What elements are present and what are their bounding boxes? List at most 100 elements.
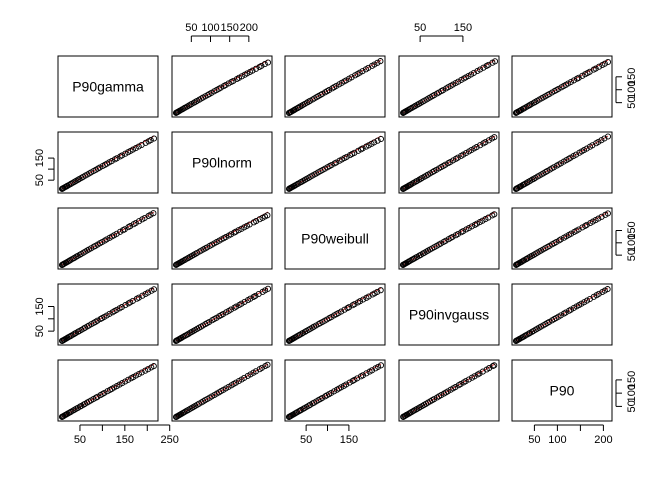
data-point-r2-c0 — [113, 230, 120, 237]
data-point-r2-c1 — [222, 234, 229, 241]
data-point-r0-c3 — [491, 58, 499, 65]
data-point-r4-c3 — [452, 384, 459, 391]
data-point-r3-c1 — [252, 292, 259, 299]
data-point-r1-c3 — [485, 137, 492, 144]
diagonal-label-p90lnorm: P90lnorm — [192, 155, 252, 171]
bottom-axis-tick-label-c2: 50 — [300, 434, 312, 446]
data-point-r4-c3 — [412, 406, 419, 413]
data-point-r0-c4 — [567, 78, 574, 86]
data-point-r2-c3 — [491, 211, 498, 218]
data-point-r1-c2 — [359, 145, 366, 152]
data-point-r4-c0 — [138, 369, 145, 376]
data-point-r3-c1 — [262, 287, 269, 294]
data-point-r1-c0 — [129, 146, 136, 153]
data-point-r1-c0 — [75, 176, 82, 183]
data-point-r3-c2 — [377, 287, 384, 294]
bottom-axis-tick-label-c4: 100 — [548, 434, 566, 446]
data-point-r3-c4 — [557, 312, 564, 319]
data-point-r0-c1 — [252, 65, 260, 72]
panel-frame-r1-c4 — [511, 131, 613, 194]
data-point-r0-c1 — [249, 67, 256, 74]
data-point-r4-c3 — [415, 404, 423, 411]
data-point-r4-c3 — [476, 370, 483, 377]
data-point-r1-c0 — [113, 155, 120, 162]
left-axis-tick-label-r1: 50 — [34, 174, 46, 186]
data-point-r4-c0 — [144, 366, 152, 373]
data-point-r0-c3 — [439, 87, 447, 94]
data-point-r3-c1 — [227, 306, 234, 313]
data-point-r4-c0 — [150, 363, 157, 370]
data-point-r1-c3 — [477, 142, 484, 149]
data-point-r3-c2 — [341, 306, 348, 313]
data-point-r3-c2 — [360, 296, 367, 303]
data-point-r3-c0 — [122, 302, 129, 309]
data-point-r0-c1 — [230, 77, 237, 84]
data-point-r0-c2 — [374, 59, 381, 66]
data-point-r4-c0 — [119, 380, 126, 387]
data-point-r1-c2 — [328, 161, 335, 169]
data-point-r4-c1 — [264, 361, 271, 368]
panel-frame-r2-c3 — [398, 207, 500, 270]
panel-frame-r2-c0 — [57, 207, 159, 270]
panel-frame-r4-c0 — [57, 359, 159, 422]
diagonal-label-p90: P90 — [550, 383, 575, 399]
data-point-r0-c2 — [348, 74, 355, 81]
data-point-r4-c1 — [258, 364, 265, 371]
data-point-r2-c4 — [582, 222, 589, 229]
data-point-r0-c4 — [555, 85, 562, 92]
right-axis-tick-label-r0: 50 — [626, 97, 638, 109]
data-point-r4-c2 — [375, 363, 382, 370]
diagonal-label-p90weibull: P90weibull — [301, 231, 369, 247]
panel-frame-r3-c4 — [511, 283, 613, 346]
data-point-r3-c0 — [150, 286, 158, 293]
panel-frame-r4-c4 — [511, 359, 613, 422]
data-point-r3-c1 — [220, 310, 227, 318]
data-point-r2-c0 — [103, 236, 110, 243]
data-point-r0-c4 — [601, 60, 608, 67]
data-point-r2-c1 — [253, 218, 260, 225]
bottom-axis-tick-label-c4: 200 — [594, 434, 612, 446]
data-point-r4-c1 — [189, 404, 196, 411]
data-point-r1-c3 — [491, 134, 498, 141]
data-point-r1-c0 — [132, 145, 139, 152]
data-point-r4-c3 — [465, 376, 472, 383]
data-point-r3-c4 — [604, 286, 611, 293]
data-point-r2-c3 — [449, 233, 456, 240]
panel-frame-r0-c4 — [511, 55, 613, 118]
panel-frame-r0-c2 — [284, 55, 386, 118]
data-point-r2-c1 — [264, 212, 271, 219]
data-point-r0-c4 — [570, 77, 577, 84]
panel-frame-r2-c2 — [284, 207, 386, 270]
data-point-r2-c3 — [473, 220, 480, 227]
data-point-r1-c4 — [604, 133, 612, 140]
data-point-r2-c0 — [132, 219, 139, 227]
left-axis-tick-label-r3: 50 — [34, 325, 46, 337]
panel-frame-r3-c3 — [398, 283, 500, 346]
data-point-r2-c1 — [227, 231, 235, 238]
data-point-r3-c4 — [525, 330, 532, 337]
right-axis-tick-label-r4: 50 — [626, 400, 638, 412]
data-point-r2-c4 — [553, 238, 560, 246]
right-axis-tick-label-r4: 150 — [626, 371, 638, 389]
panel-frame-r2-c4 — [511, 207, 613, 270]
diagonal-label-p90invgauss: P90invgauss — [409, 307, 489, 323]
data-point-r0-c4 — [521, 105, 528, 112]
data-point-r0-c2 — [359, 68, 366, 75]
data-point-r0-c4 — [604, 58, 612, 66]
data-point-r1-c0 — [96, 164, 103, 171]
data-point-r2-c0 — [150, 210, 157, 217]
data-point-r4-c3 — [409, 408, 416, 415]
data-point-r2-c0 — [135, 218, 143, 225]
panel-frame-r0-c1 — [171, 55, 273, 118]
data-point-r0-c2 — [377, 58, 384, 65]
bottom-axis-tick-label-c4: 50 — [528, 434, 540, 446]
data-point-r3-c1 — [185, 330, 192, 337]
data-point-r1-c0 — [147, 137, 154, 144]
data-point-r0-c2 — [298, 102, 305, 109]
data-point-r4-c2 — [297, 407, 304, 414]
right-axis-tick-label-r2: 50 — [626, 249, 638, 261]
data-point-r0-c1 — [244, 70, 251, 77]
data-point-r1-c3 — [463, 149, 470, 157]
data-point-r1-c2 — [343, 153, 350, 160]
panel-frame-r3-c1 — [171, 283, 273, 346]
